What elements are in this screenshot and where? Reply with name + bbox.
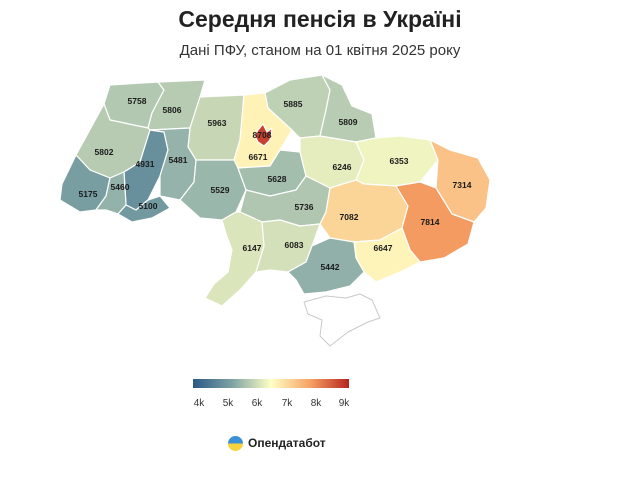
region-value-khmelnytskyi: 5481 <box>169 155 188 165</box>
region-value-kirovohrad: 5736 <box>295 202 314 212</box>
opendatabot-logo-icon <box>228 435 243 451</box>
map-title: Середня пенсія в Україні <box>178 6 462 32</box>
region-value-ivano-frankivsk: 5460 <box>111 182 130 192</box>
brand-name: Опендатабот <box>248 436 326 450</box>
region-value-kharkiv: 6353 <box>390 156 409 166</box>
region-value-donetsk: 7814 <box>421 217 440 227</box>
legend-tick-9k: 9k <box>338 398 350 409</box>
region-kherson <box>287 237 365 295</box>
region-value-sumy: 5809 <box>339 117 358 127</box>
region-value-volyn: 5758 <box>128 96 147 106</box>
region-value-kherson: 5442 <box>321 262 340 272</box>
region-value-luhansk: 7314 <box>453 180 472 190</box>
region-ivano-frankivsk <box>95 171 127 215</box>
region-value-rivne: 5806 <box>163 105 182 115</box>
region-value-chernihiv: 5885 <box>284 99 303 109</box>
legend-tick-7k: 7k <box>281 398 293 409</box>
legend-tick-4k: 4k <box>193 398 205 409</box>
map-subtitle: Дані ПФУ, станом на 01 квітня 2025 року <box>179 42 461 59</box>
region-sumy <box>319 74 377 143</box>
region-value-kyiv-city: 8708 <box>253 130 272 140</box>
region-crimea <box>303 293 381 347</box>
region-value-vinnytsia: 5529 <box>211 185 230 195</box>
region-value-zhytomyr: 5963 <box>208 118 227 128</box>
region-kyiv-city <box>254 123 273 147</box>
region-chernivtsi <box>117 195 171 223</box>
brand[interactable]: Опендатабот <box>228 433 326 453</box>
region-value-zakarpattia: 5175 <box>79 189 98 199</box>
ukraine-choropleth-map: 5758 5806 5963 8708 6671 5885 5809 5802 4931 5481… <box>59 74 491 347</box>
region-value-dnipropetrovsk: 7082 <box>340 212 359 222</box>
region-value-poltava: 6246 <box>333 162 352 172</box>
region-value-kyiv-oblast: 6671 <box>249 152 268 162</box>
region-value-zaporizhzhia: 6647 <box>374 243 393 253</box>
legend-tick-8k: 8k <box>310 398 322 409</box>
color-scale-bar <box>193 379 349 388</box>
legend-tick-5k: 5k <box>222 398 234 409</box>
region-value-ternopil: 4931 <box>136 159 155 169</box>
region-value-mykolaiv: 6083 <box>285 240 304 250</box>
legend-tick-6k: 6k <box>251 398 263 409</box>
region-value-odesa: 6147 <box>243 243 262 253</box>
region-donetsk <box>395 181 475 263</box>
region-value-chernivtsi: 5100 <box>139 201 158 211</box>
region-value-cherkasy: 5628 <box>268 174 287 184</box>
region-value-lviv: 5802 <box>95 147 114 157</box>
color-scale-legend <box>193 379 349 389</box>
region-odesa <box>204 211 265 307</box>
